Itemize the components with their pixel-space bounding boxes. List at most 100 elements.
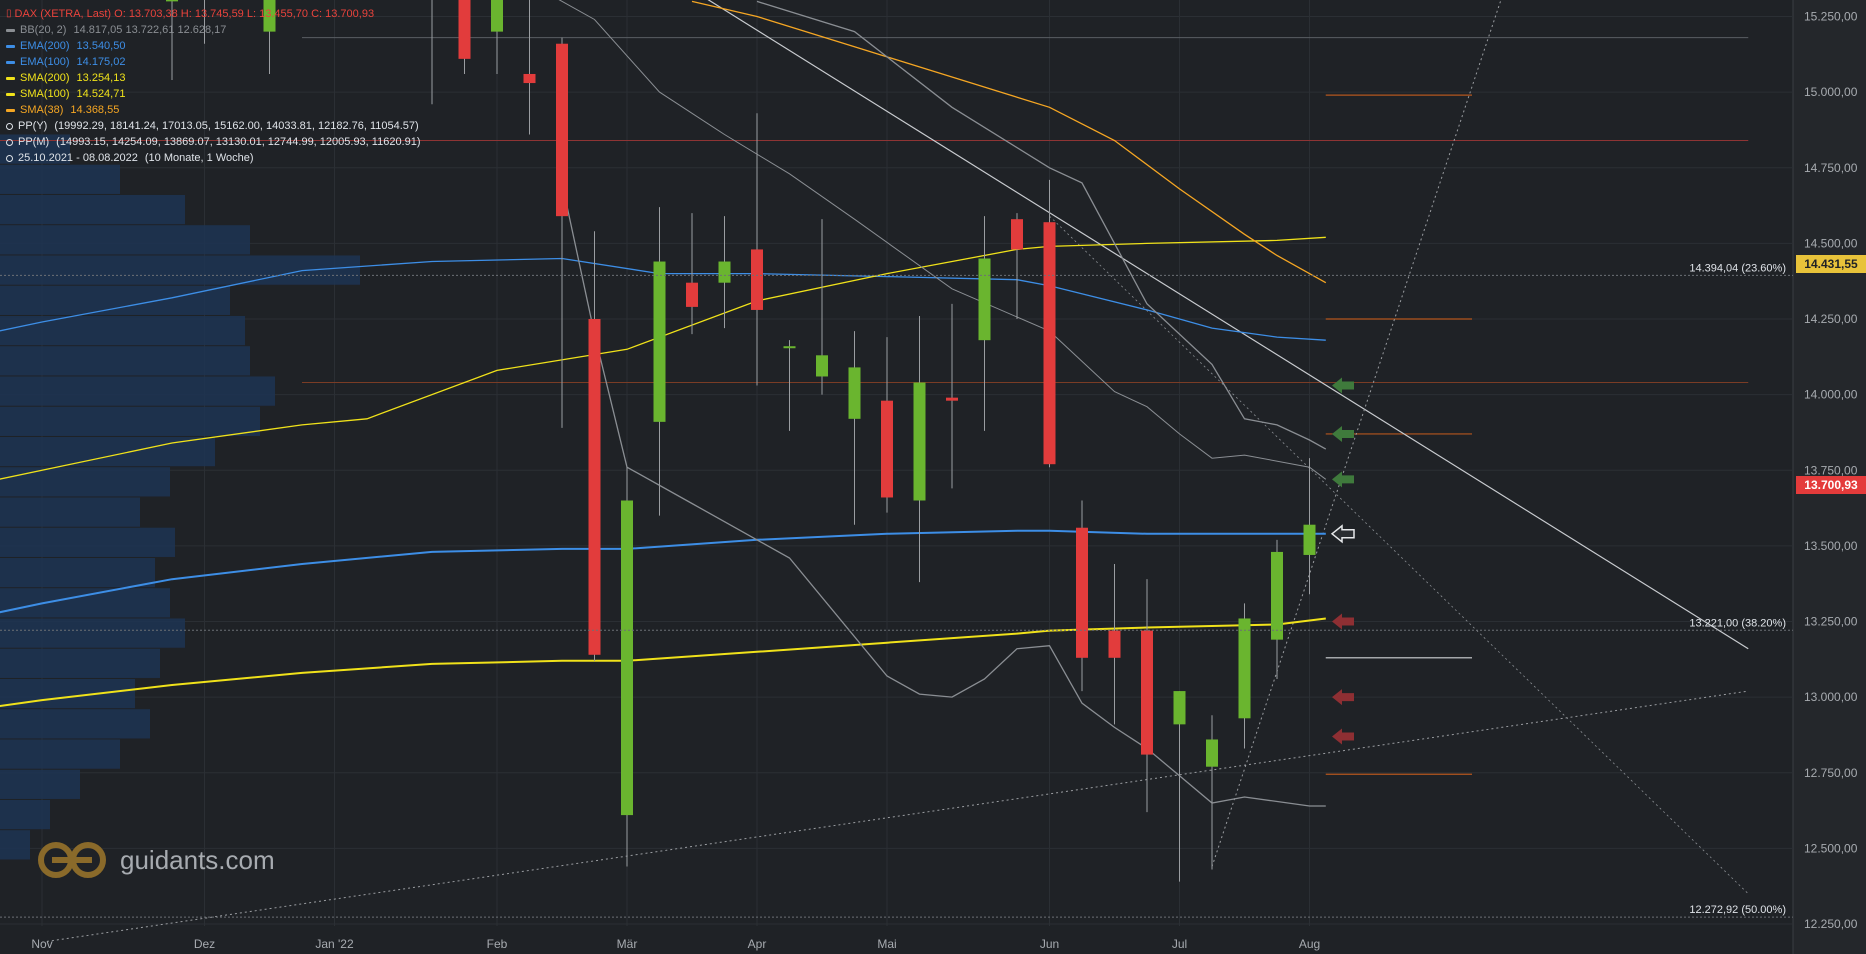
candle-body: [686, 282, 698, 307]
volume-profile-bar: [0, 648, 160, 678]
trendline[interactable]: [1049, 215, 1749, 895]
y-tick-label: 14.000,00: [1804, 388, 1858, 402]
legend-ppy[interactable]: PP(Y) (19992.29, 18141.24, 17013.05, 151…: [6, 118, 421, 134]
sma38-name: SMA(38): [20, 104, 64, 116]
x-tick-label: Mai: [877, 937, 896, 951]
indicator-line[interactable]: [561, 182, 1326, 807]
candle-body: [556, 43, 568, 217]
candle-down[interactable]: [458, 0, 471, 74]
ppm-name: PP(M): [18, 136, 50, 148]
legend-ema200[interactable]: EMA(200) 13.540,50: [6, 38, 421, 54]
candle-up[interactable]: [653, 207, 666, 516]
candle-body: [881, 400, 893, 498]
indicator-line[interactable]: [756, 0, 1327, 450]
candle-up[interactable]: [1238, 603, 1251, 749]
candle-up[interactable]: [816, 219, 828, 395]
trendline[interactable]: [595, 0, 1749, 650]
volume-profile-bar: [0, 406, 260, 436]
trendline[interactable]: [1211, 0, 1505, 867]
signal-arrow-icon[interactable]: [1332, 728, 1354, 745]
fib-level-label: 13.221,00 (38.20%): [1689, 617, 1786, 629]
candle-down[interactable]: [1011, 213, 1023, 319]
candle-down[interactable]: [1076, 500, 1088, 692]
volume-profile-bar: [0, 769, 80, 799]
legend-sma200[interactable]: SMA(200) 13.254,13: [6, 70, 421, 86]
candle-up[interactable]: [1303, 458, 1316, 595]
volume-profile-bar: [0, 557, 155, 588]
ppm-values: (14993.15, 14254.09, 13869.07, 13130.01,…: [56, 136, 421, 148]
candle-body: [978, 258, 991, 341]
signal-arrow-icon[interactable]: [1332, 377, 1354, 394]
legend-period[interactable]: 25.10.2021 - 08.08.2022 (10 Monate, 1 Wo…: [6, 150, 421, 166]
candle-body: [816, 355, 828, 377]
pivot-icon: [6, 122, 13, 130]
candle-body: [621, 500, 633, 816]
candle-up[interactable]: [978, 216, 991, 431]
signal-arrow-icon[interactable]: [1332, 471, 1354, 488]
candle-up[interactable]: [1271, 539, 1283, 679]
candle-down[interactable]: [1108, 564, 1121, 725]
candle-up[interactable]: [718, 216, 731, 329]
signal-arrow-icon[interactable]: [1332, 689, 1354, 706]
candle-body: [1108, 630, 1121, 658]
legend-bollinger[interactable]: BB(20, 2) 14.817,05 13.722,61 12.628,17: [6, 22, 421, 38]
sma200-value: 13.254,13: [76, 72, 126, 84]
x-tick-label: Jun: [1040, 937, 1059, 951]
volume-profile-bar: [0, 799, 50, 830]
candle-body: [946, 397, 958, 401]
candle-body: [1043, 222, 1056, 465]
candle-body: [1076, 527, 1088, 658]
candle-up[interactable]: [166, 0, 178, 81]
signal-arrow-icon[interactable]: [1330, 524, 1355, 544]
volume-profile-bar: [0, 497, 140, 527]
legend-sma38[interactable]: SMA(38) 14.368,55: [6, 102, 421, 118]
last-price-label: 13.700,93: [1796, 476, 1866, 495]
candle-down[interactable]: [1141, 579, 1153, 813]
candle-down[interactable]: [946, 303, 958, 489]
candle-up[interactable]: [199, 0, 211, 44]
y-tick-label: 14.250,00: [1804, 312, 1858, 326]
candle-body: [1141, 630, 1153, 755]
legend-instrument[interactable]: ▯ DAX (XETRA, Last) O: 13.703,38 H: 13.7…: [6, 6, 421, 22]
candle-up[interactable]: [263, 0, 276, 74]
candle-up[interactable]: [1206, 715, 1218, 870]
sma100-value: 14.524,71: [76, 88, 126, 100]
signal-arrow-icon[interactable]: [1332, 613, 1354, 630]
legend-ema100[interactable]: EMA(100) 14.175,02: [6, 54, 421, 70]
candle-down[interactable]: [881, 337, 893, 513]
candle-up[interactable]: [1173, 691, 1186, 882]
signal-arrow-icon[interactable]: [1332, 425, 1354, 442]
volume-profile-bar: [0, 376, 275, 406]
candle-down[interactable]: [426, 0, 438, 105]
candle-icon: ▯: [6, 8, 12, 19]
candle-up[interactable]: [848, 331, 861, 525]
indicator-line[interactable]: [691, 0, 1327, 284]
volume-profile-bar: [0, 194, 185, 225]
candle-down[interactable]: [751, 113, 763, 386]
candle-up[interactable]: [621, 467, 633, 867]
indicator-line[interactable]: [0, 257, 1326, 386]
candle-body: [718, 261, 731, 283]
legend-sma100[interactable]: SMA(100) 14.524,71: [6, 86, 421, 102]
x-tick-label: Mär: [617, 937, 638, 951]
candle-body: [491, 0, 503, 32]
legend-ppm[interactable]: PP(M) (14993.15, 14254.09, 13869.07, 131…: [6, 134, 421, 150]
volume-profile-bar: [0, 739, 120, 769]
candle-down[interactable]: [1043, 179, 1056, 468]
period-range: 25.10.2021 - 08.08.2022: [18, 152, 138, 164]
candle-up[interactable]: [491, 0, 503, 74]
pivot-icon: [6, 138, 13, 146]
candle-down[interactable]: [588, 231, 601, 661]
candle-up[interactable]: [783, 340, 796, 431]
candle-down[interactable]: [556, 37, 568, 428]
candle-body: [913, 382, 926, 501]
candle-body: [1011, 219, 1023, 250]
candle-down[interactable]: [686, 213, 698, 335]
fib-level-label: 14.394,04 (23.60%): [1689, 262, 1786, 274]
candle-down[interactable]: [523, 0, 536, 135]
y-tick-label: 14.750,00: [1804, 161, 1858, 175]
y-tick-label: 14.500,00: [1804, 236, 1858, 250]
guidants-logo: guidants.com: [38, 840, 275, 880]
candle-up[interactable]: [913, 315, 926, 583]
